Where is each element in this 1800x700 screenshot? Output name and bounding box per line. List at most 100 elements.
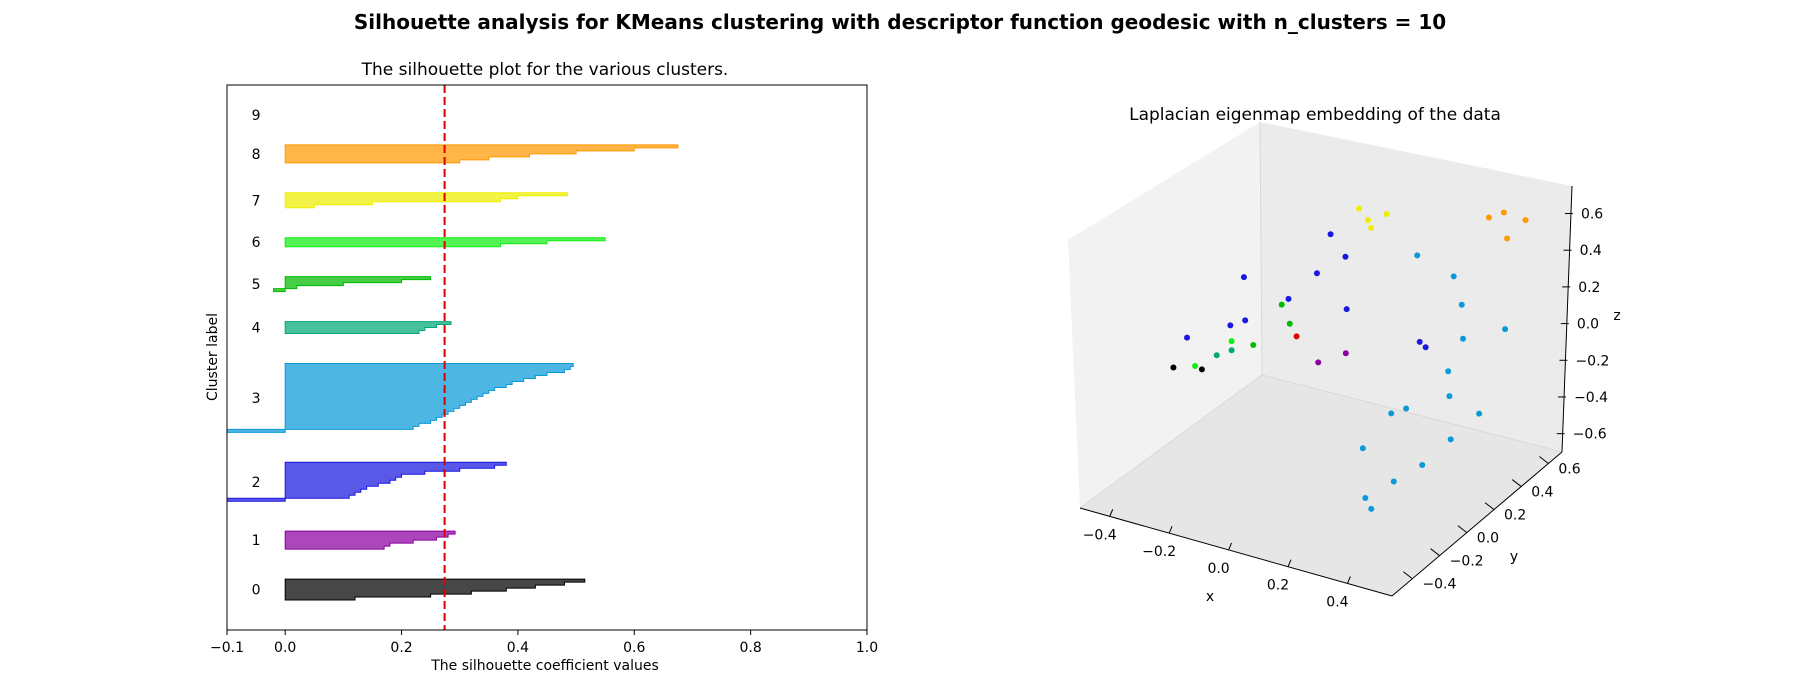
- silhouette-fill-cluster-3: [226, 362, 574, 433]
- z-tick-label: −0.4: [1574, 390, 1608, 406]
- cluster-label-9: 9: [252, 108, 261, 124]
- silhouette-plot: The silhouette plot for the various clus…: [205, 60, 878, 674]
- embedding-title: Laplacian eigenmap embedding of the data: [1129, 105, 1501, 125]
- embedding-point: [1342, 253, 1349, 260]
- embedding-point: [1356, 205, 1363, 212]
- embedding-xlabel: x: [1206, 589, 1214, 605]
- embedding-point: [1285, 295, 1292, 302]
- figure-suptitle: Silhouette analysis for KMeans clusterin…: [354, 10, 1446, 34]
- embedding-point: [1445, 368, 1452, 375]
- x-tick-label: 0.0: [274, 640, 296, 656]
- x-tick-mark: [1168, 525, 1173, 534]
- x-tick-label: −0.4: [1083, 527, 1117, 543]
- silhouette-axes-frame: [226, 84, 868, 631]
- embedding-point: [1250, 342, 1257, 349]
- embedding-point: [1419, 462, 1426, 469]
- cluster-label-4: 4: [252, 321, 261, 337]
- silhouette-ylabel: Cluster label: [205, 313, 221, 401]
- embedding-3d-plot: Laplacian eigenmap embedding of the data…: [1068, 105, 1621, 610]
- y-axis-line: [1391, 451, 1563, 597]
- embedding-point: [1450, 273, 1457, 280]
- y-tick-mark: [1430, 548, 1440, 557]
- z-tick-label: 0.4: [1580, 243, 1602, 259]
- x-tick-label: 0.8: [740, 640, 762, 656]
- y-tick-label: −0.2: [1450, 554, 1484, 570]
- pane-edge-vertical: [1259, 121, 1263, 376]
- cluster-label-7: 7: [252, 193, 261, 209]
- embedding-point: [1242, 317, 1249, 324]
- pane-floor: [1080, 375, 1562, 596]
- embedding-point: [1446, 393, 1453, 400]
- embedding-point: [1313, 270, 1320, 277]
- x-tick-label: −0.2: [1142, 544, 1176, 560]
- embedding-point: [1522, 217, 1529, 224]
- x-tick-label: 0.2: [390, 640, 412, 656]
- embedding-point: [1458, 301, 1465, 308]
- x-tick-label: 0.4: [1326, 594, 1348, 610]
- y-tick-mark: [1457, 525, 1468, 534]
- silhouette-fill-cluster-7: [284, 192, 568, 209]
- x-tick-label: 0.2: [1267, 578, 1289, 594]
- embedding-point: [1227, 322, 1234, 329]
- x-tick-label: 1.0: [856, 640, 878, 656]
- z-tick-label: 0.6: [1581, 207, 1603, 223]
- silhouette-title: The silhouette plot for the various clus…: [361, 60, 729, 80]
- embedding-point: [1342, 350, 1349, 357]
- x-tick-label: −0.1: [210, 640, 244, 656]
- embedding-point: [1500, 209, 1507, 216]
- silhouette-x-ticks: −0.1 0.0 0.2 0.4 0.6 0.8 1.0: [210, 630, 878, 656]
- embedding-point: [1362, 495, 1369, 502]
- x-tick-mark: [1109, 509, 1114, 517]
- silhouette-fill-cluster-0: [284, 578, 586, 601]
- x-tick-label: 0.6: [623, 640, 645, 656]
- silhouette-fill-cluster-8: [284, 144, 679, 164]
- cluster-label-2: 2: [252, 475, 261, 491]
- embedding-ticks: −0.4 −0.2 0.0 0.2 0.4 −0.4 −0.2 0.0 0.2 0.4 0.6 −0.…: [1083, 207, 1610, 611]
- embedding-point: [1504, 235, 1511, 242]
- embedding-point: [1293, 333, 1300, 340]
- silhouette-fills: [226, 144, 679, 601]
- x-tick-label: 0.0: [1207, 561, 1229, 577]
- embedding-point: [1228, 347, 1235, 354]
- embedding-point: [1368, 224, 1375, 231]
- silhouette-xlabel: The silhouette coefficient values: [430, 658, 659, 674]
- z-tick-label: 0.2: [1578, 280, 1600, 296]
- y-tick-mark: [1484, 502, 1495, 510]
- y-tick-label: 0.0: [1477, 531, 1499, 547]
- x-tick-mark: [1346, 576, 1351, 584]
- embedding-ylabel: y: [1510, 549, 1518, 565]
- embedding-point: [1240, 274, 1247, 281]
- embedding-points: [1170, 205, 1529, 512]
- x-tick-label: 0.4: [507, 640, 529, 656]
- embedding-point: [1192, 362, 1199, 369]
- x-tick-mark: [1228, 542, 1233, 551]
- embedding-point: [1170, 364, 1177, 371]
- embedding-point: [1416, 338, 1423, 345]
- silhouette-fill-cluster-5: [273, 276, 432, 293]
- x-tick-mark: [1287, 559, 1292, 567]
- embedding-point: [1359, 445, 1366, 452]
- z-axis-line: [1561, 185, 1573, 453]
- embedding-point: [1278, 301, 1285, 308]
- embedding-point: [1403, 405, 1410, 412]
- embedding-point: [1213, 352, 1220, 359]
- silhouette-fill-cluster-4: [284, 321, 452, 335]
- embedding-point: [1422, 344, 1429, 351]
- silhouette-fill-cluster-2: [226, 461, 507, 502]
- silhouette-fill-cluster-1: [284, 530, 456, 550]
- x-axis-line: [1079, 507, 1393, 597]
- embedding-point: [1198, 366, 1205, 373]
- embedding-point: [1343, 306, 1350, 313]
- embedding-point: [1485, 214, 1492, 221]
- embedding-point: [1447, 436, 1454, 443]
- embedding-point: [1390, 478, 1397, 485]
- embedding-point: [1414, 252, 1421, 259]
- y-tick-label: 0.6: [1558, 462, 1580, 478]
- embedding-point: [1368, 505, 1375, 512]
- embedding-point: [1502, 326, 1509, 333]
- embedding-zlabel: z: [1613, 308, 1620, 324]
- embedding-point: [1315, 359, 1322, 366]
- y-tick-mark: [1403, 571, 1413, 580]
- embedding-point: [1476, 410, 1483, 417]
- embedding-point: [1184, 334, 1191, 341]
